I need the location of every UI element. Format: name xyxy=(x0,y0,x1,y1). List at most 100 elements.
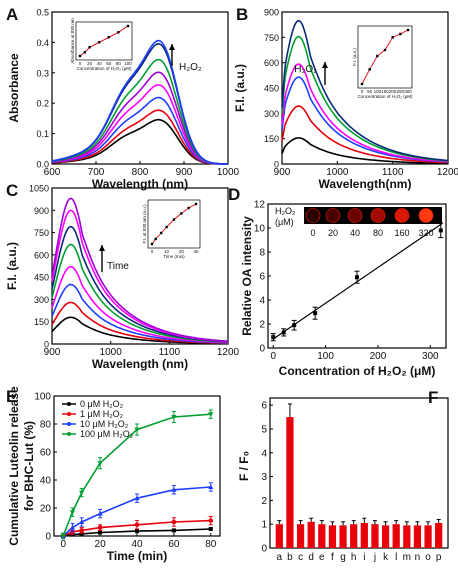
panel-c-inset-point xyxy=(187,206,190,210)
panel-d-fit-line xyxy=(272,223,443,340)
panel-a-inset-point xyxy=(98,41,101,44)
panel-d-y-tick-label: 8 xyxy=(259,248,265,259)
panel-b-inset-point xyxy=(406,28,410,32)
panel-c-plot-frame xyxy=(51,187,229,345)
panel-c-inset-point xyxy=(180,212,183,215)
panel-f-bar xyxy=(392,524,400,548)
panel-e-marker xyxy=(79,531,84,536)
panel-f-bar xyxy=(318,524,326,548)
panel-c-inset-point xyxy=(165,225,168,229)
panel-e-y-tick-label: 80 xyxy=(40,420,52,431)
panel-c-y-tick-label: 0 xyxy=(44,340,49,350)
panel-d-strip-well xyxy=(370,208,386,223)
panel-e-marker xyxy=(208,518,214,523)
panel-e-x-axis-title: Time (min) xyxy=(107,549,167,563)
panel-b-y-tick-label: 600 xyxy=(264,58,279,68)
panel-d-strip-well xyxy=(394,208,410,223)
panel-b-series-line xyxy=(281,137,449,165)
panel-a-y-tick-label: 0.4 xyxy=(36,38,49,48)
panel-a-inset-x-tick-label: 60 xyxy=(106,61,112,66)
panel-e-legend-label: 100 μM H₂O₂ xyxy=(80,429,134,439)
panel-d-label: D xyxy=(228,185,240,204)
panel-c-inset-x-tick-label: 10 xyxy=(164,249,170,254)
panel-b-y-tick-label: 300 xyxy=(264,109,279,119)
panel-f-category-label: j xyxy=(373,552,376,563)
panel-d-y-tick-label: 2 xyxy=(259,320,265,331)
panel-a-inset-point xyxy=(83,51,86,54)
panel-c-y-tick-label: 1050 xyxy=(29,184,49,194)
panel-d-strip-well xyxy=(325,208,341,223)
panel-e-legend-label: 0 μM H₂O₂ xyxy=(80,399,124,409)
panel-a-inset-point xyxy=(107,36,110,39)
panel-c-y-tick-label: 600 xyxy=(34,250,49,260)
panel-e-y-tick-label: 0 xyxy=(45,532,51,543)
panel-e-label: E xyxy=(6,387,17,406)
panel-d-strip-well xyxy=(418,208,434,223)
panel-b-inset-frame xyxy=(357,25,413,89)
panel-a-series-line xyxy=(51,58,228,165)
panel-b-x-tick-label: 900 xyxy=(274,167,291,178)
panel-b-inset-point xyxy=(383,48,387,52)
panel-c-x-tick-label: 1000 xyxy=(100,347,123,358)
panel-c-series-line xyxy=(51,265,228,344)
panel-c: 900 1000 1100 120001503004506007509001050CW… xyxy=(5,181,240,371)
panel-c-x-axis-title: Wavelength (nm) xyxy=(92,357,188,371)
panel-e-marker xyxy=(134,427,140,433)
panel-e-x-tick-label: 40 xyxy=(131,539,143,550)
panel-c-inset-point xyxy=(154,237,157,241)
panel-d-strip-label: 0 xyxy=(310,228,315,238)
panel-f-bar xyxy=(350,524,358,548)
panel-b-inset-point xyxy=(376,54,379,58)
panel-d: 0 100 200 300 0 2 4 6 8 10 12 0 20 40 80 160 320 H₂O₂(μM)… xyxy=(228,185,447,378)
panel-b-inset-x-tick-label: 200 xyxy=(389,89,397,94)
panel-e-y-tick-label: 100 xyxy=(34,392,51,403)
panel-d-y-tick-label: 4 xyxy=(259,296,265,307)
panel-e-marker xyxy=(208,412,214,417)
panel-b-x-axis-title: Wavelength(nm) xyxy=(319,177,412,191)
panel-a-inset-point xyxy=(78,54,82,58)
panel-f-category-label: n xyxy=(415,552,421,563)
panel-f-y-tick-label: 4 xyxy=(261,448,267,459)
panel-f-category-label: l xyxy=(395,552,397,563)
panel-d-strip-well xyxy=(347,208,363,223)
panel-c-inset-x-title: Time (min) xyxy=(163,254,185,259)
panel-f-bar xyxy=(435,523,443,548)
panel-c-inset-point xyxy=(150,242,154,246)
panel-a-annotation: H₂O₂ xyxy=(179,62,202,73)
panel-f: 0 1 2 3 4 5 6 a b c d e f g h i j k l m n o p F F / F₀ xyxy=(237,388,449,563)
panel-a-series-line xyxy=(51,84,228,165)
panel-f-y-tick-label: 5 xyxy=(261,424,267,435)
panel-d-strip-label: 20 xyxy=(328,228,338,238)
panel-d-y-tick-label: 12 xyxy=(254,200,266,211)
panel-d-data-point xyxy=(438,228,443,233)
panel-e-x-tick-label: 60 xyxy=(168,539,180,550)
panel-a-arrow-head xyxy=(169,44,175,50)
panel-f-category-label: p xyxy=(436,552,442,563)
panel-f-bar xyxy=(371,524,379,548)
panel-f-y-tick-label: 1 xyxy=(261,520,267,531)
panel-c-series-line xyxy=(51,225,229,343)
panel-e-marker xyxy=(135,529,139,534)
panel-c-series-line xyxy=(51,243,229,343)
panel-b-arrow-head xyxy=(322,62,328,68)
panel-b-inset-x-tick-label: 0 xyxy=(361,89,364,94)
panel-e-legend-marker xyxy=(67,432,71,436)
panel-e-marker xyxy=(208,484,214,489)
panel-f-category-label: g xyxy=(340,552,346,563)
panel-e-marker xyxy=(134,522,140,528)
panel-b-y-tick-label: 450 xyxy=(264,84,279,94)
panel-f-category-label: o xyxy=(425,552,431,563)
panel-c-y-tick-label: 450 xyxy=(34,273,49,283)
panel-c-inset-point xyxy=(172,218,176,221)
panel-b-y-tick-label: 900 xyxy=(264,8,279,18)
panel-e-marker xyxy=(171,487,177,492)
panel-a-y-tick-label: 0.3 xyxy=(36,68,49,78)
panel-a-inset-x-tick-label: 0 xyxy=(79,61,82,66)
panel-b-x-tick-label: 1000 xyxy=(326,167,349,178)
panel-f-bar xyxy=(328,525,337,548)
panel-d-strip-label: 160 xyxy=(394,228,409,238)
panel-a-inset-x-tick-label: 80 xyxy=(116,61,122,66)
panel-e-marker xyxy=(171,415,177,420)
panel-e-marker xyxy=(79,490,85,496)
panel-f-bar xyxy=(275,524,283,548)
